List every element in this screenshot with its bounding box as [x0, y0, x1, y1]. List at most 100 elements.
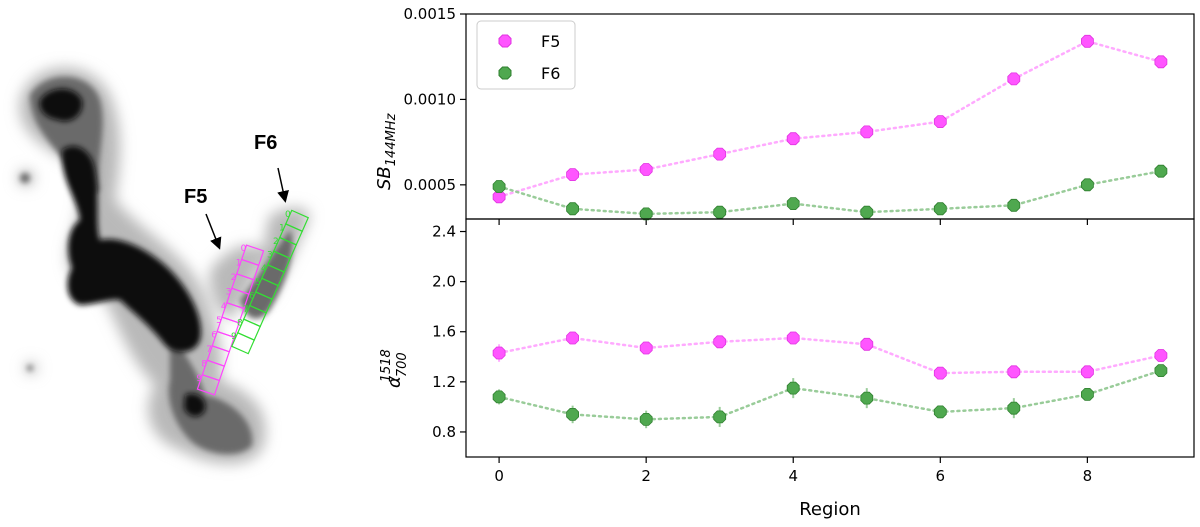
f5-region-box: [196, 373, 221, 396]
f6-region-number: 7: [243, 305, 249, 315]
f6-region-number: 9: [231, 332, 237, 342]
bottom-series-line-f5: [497, 336, 1163, 375]
bottom-series-line-f6: [497, 369, 1163, 421]
bottom-y-tick-label: 2.0: [432, 273, 456, 291]
legend-marker-f6: [498, 66, 512, 80]
f6-region-number: 4: [261, 264, 267, 274]
f6-region-number: 0: [285, 210, 291, 220]
f6-region-number: 5: [255, 278, 261, 288]
top-data-point-f5: [860, 125, 874, 139]
f6-region-number: 2: [273, 237, 279, 247]
f5-region-number: 8: [201, 359, 207, 369]
top-data-point-f6: [1154, 164, 1168, 178]
spectral-index-panel: 0.8 1.2 1.6 2.0 2.4 0 2 4 6 8 α7001518 Region: [379, 218, 1195, 520]
x-tick-label: 6: [936, 467, 946, 485]
x-tick-label: 8: [1083, 467, 1093, 485]
top-series: [492, 34, 1168, 221]
bottom-y-tick-label: 1.6: [432, 323, 456, 341]
top-data-point-f6: [860, 205, 874, 219]
bottom-y-tick-label: 2.4: [432, 223, 456, 241]
bottom-y-tick-label: 0.8: [432, 423, 456, 441]
f6-region-number: 3: [267, 251, 273, 261]
top-series-line-f6: [497, 169, 1163, 216]
x-axis-label: Region: [799, 499, 861, 520]
bottom-data-point-f5: [1007, 365, 1021, 379]
bottom-data-point-f5: [933, 366, 947, 380]
bottom-y-ticks: 0.8 1.2 1.6 2.0 2.4: [432, 223, 466, 441]
bottom-data-point-f6: [492, 390, 506, 404]
f5-region-number: 1: [236, 259, 242, 269]
f5-region-number: 0: [241, 244, 247, 254]
x-tick-label: 0: [494, 467, 504, 485]
top-y-ticks: 0.0005 0.0010 0.0015: [404, 5, 466, 194]
legend-label-f5: F5: [541, 32, 560, 51]
bottom-data-point-f6: [713, 410, 727, 424]
bottom-data-point-f5: [713, 335, 727, 349]
bottom-data-point-f5: [1154, 349, 1168, 362]
top-data-point-f5: [1007, 72, 1021, 86]
x-tick-label: 2: [641, 467, 651, 485]
f5-region-number: 5: [216, 316, 222, 326]
f6-label: F6: [254, 132, 277, 154]
bottom-y-axis-label: α7001518: [379, 349, 410, 388]
profile-plots: 0.0005 0.0010 0.0015 SB144MHz F5 F6 0.8 1.2…: [374, 5, 1195, 520]
top-data-point-f6: [713, 205, 727, 219]
top-data-point-f5: [1081, 34, 1094, 48]
top-data-point-f5: [492, 190, 506, 204]
bottom-data-point-f6: [1154, 364, 1168, 378]
legend-marker-f5: [498, 34, 512, 48]
legend-label-f6: F6: [541, 64, 560, 83]
top-y-tick-label: 0.0010: [404, 90, 457, 108]
f5-arrow: [205, 213, 222, 250]
bottom-data-point-f5: [566, 331, 580, 345]
bottom-data-point-f6: [1007, 401, 1021, 415]
f6-arrow: [277, 167, 289, 203]
top-data-point-f6: [786, 197, 800, 211]
bottom-data-point-f5: [1081, 365, 1094, 379]
bottom-data-point-f5: [639, 341, 653, 355]
top-data-point-f5: [1154, 55, 1168, 69]
top-data-point-f5: [639, 163, 653, 176]
top-y-axis-label: SB144MHz: [374, 112, 399, 190]
top-data-point-f5: [933, 115, 947, 128]
legend: F5 F6: [476, 20, 576, 90]
f5-region-number: 6: [211, 331, 217, 341]
f5-region-number: 3: [226, 287, 232, 297]
bottom-series: [492, 331, 1168, 429]
f5-region-number: 2: [231, 273, 237, 283]
top-series-line-f5: [497, 39, 1163, 199]
bottom-data-point-f5: [786, 331, 800, 345]
top-data-point-f5: [786, 132, 800, 146]
bottom-y-tick-label: 1.2: [432, 373, 456, 391]
top-data-point-f5: [713, 147, 727, 161]
bottom-data-point-f6: [860, 391, 874, 405]
top-data-point-f6: [639, 207, 653, 221]
f6-region-number: 6: [249, 291, 255, 301]
f6-region-number: 8: [237, 319, 243, 329]
f5-region-number: 4: [221, 302, 227, 312]
f5-label: F5: [184, 186, 207, 208]
top-data-point-f6: [933, 202, 947, 216]
f5-region-number: 7: [206, 345, 212, 355]
bottom-data-point-f5: [492, 346, 506, 360]
bottom-data-point-f6: [1081, 387, 1094, 401]
bottom-x-ticks: 0 2 4 6 8: [494, 457, 1092, 485]
top-data-point-f6: [492, 180, 506, 193]
bottom-data-point-f6: [933, 405, 947, 419]
top-data-point-f6: [566, 202, 580, 216]
f5-region-number: 9: [196, 374, 202, 384]
bottom-data-point-f6: [639, 412, 653, 426]
top-data-point-f5: [566, 168, 580, 182]
bottom-plot-frame: [465, 218, 1195, 458]
bottom-data-point-f6: [566, 407, 580, 421]
top-y-tick-label: 0.0015: [404, 5, 457, 23]
f6-region-number: 1: [279, 223, 285, 233]
top-data-point-f6: [1081, 178, 1094, 192]
f6-region-box: [230, 331, 256, 355]
x-tick-label: 4: [788, 467, 798, 485]
top-x-ticks: [498, 219, 1088, 225]
top-y-tick-label: 0.0005: [404, 176, 457, 194]
